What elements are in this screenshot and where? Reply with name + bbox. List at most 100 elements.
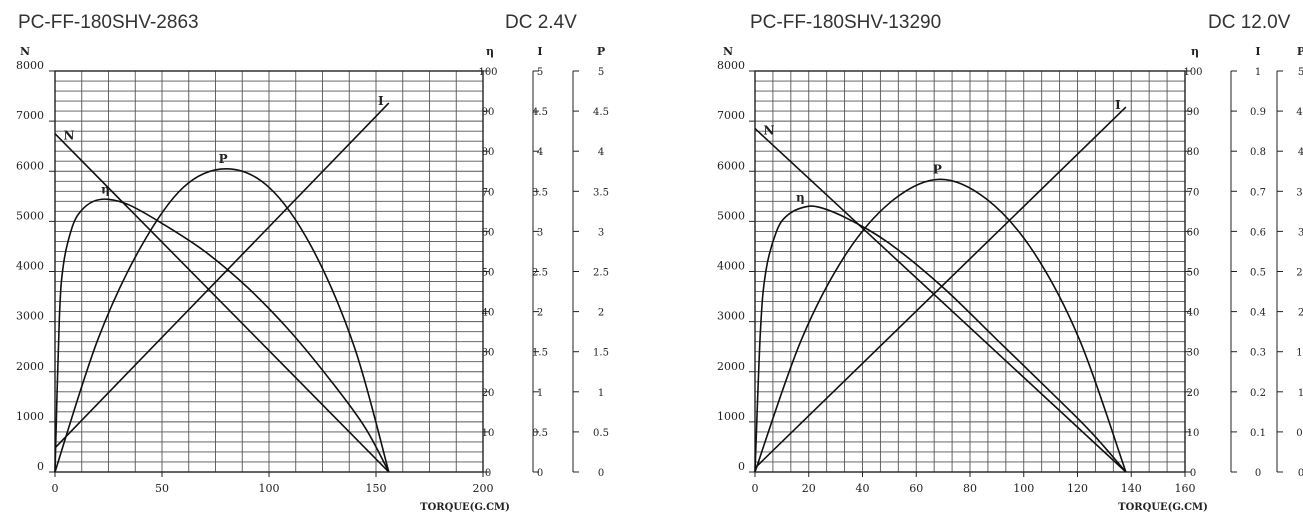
- x-tick-label: 20: [802, 482, 816, 495]
- tick-label-p: 3.5: [593, 187, 609, 198]
- tick-label-p: 2: [1298, 308, 1303, 319]
- voltage-label: DC 12.0V: [1208, 12, 1291, 33]
- tick-label-eta: 70: [1187, 187, 1200, 198]
- chart-panel-right: PC-FF-180SHV-13290 DC 12.0V N 0 1000 2000 30…: [653, 0, 1303, 522]
- axis-title-p: P: [1297, 45, 1303, 58]
- tick-label-i: 0: [537, 468, 543, 479]
- series-curve-i: [54, 102, 390, 449]
- x-tick-label: 40: [856, 482, 870, 495]
- series-label-eta: η: [101, 182, 110, 196]
- n-tick-label: 3000: [16, 310, 44, 323]
- tick-label-eta: 100: [478, 67, 497, 78]
- tick-label-i: 1: [1255, 67, 1261, 78]
- series-curve-eta: [54, 198, 390, 473]
- grid: [54, 70, 484, 473]
- tick-label-i: 0.2: [1250, 388, 1266, 399]
- tick-label-i: 5: [537, 67, 543, 78]
- tick-label-eta: 40: [1187, 308, 1200, 319]
- tick-label-p: 0: [598, 468, 604, 479]
- tick-label-eta: 30: [1187, 348, 1200, 359]
- n-tick-label: 0: [738, 460, 745, 473]
- tick-label-p: 2.: [1296, 268, 1303, 279]
- series-curve-n: [754, 128, 1127, 473]
- tick-label-eta: 50: [482, 268, 495, 279]
- tick-label-i: 0.1: [1250, 428, 1266, 439]
- tick-label-eta: 90: [1187, 107, 1200, 118]
- x-tick-label: 50: [155, 482, 169, 495]
- n-tick-label: 4000: [717, 260, 745, 273]
- tick-label-p: 3.: [1296, 187, 1303, 198]
- tick-label-i: 4.5: [532, 107, 548, 118]
- tick-label-i: 0.3: [1250, 348, 1266, 359]
- axis-title-i: I: [1255, 45, 1260, 58]
- tick-label-p: 0: [1298, 468, 1303, 479]
- x-axis-title: TORQUE(G.CM): [420, 502, 510, 513]
- tick-label-i: 0: [1255, 468, 1261, 479]
- n-tick-label: 2000: [16, 360, 44, 373]
- tick-label-i: 1.5: [532, 348, 548, 359]
- tick-label-p: 1.: [1296, 348, 1303, 359]
- series-label-n: N: [764, 124, 775, 138]
- axis-title-eta: η: [1191, 45, 1199, 58]
- tick-label-eta: 90: [482, 107, 495, 118]
- series-curve-i: [754, 106, 1127, 469]
- tick-label-eta: 10: [1187, 428, 1200, 439]
- tick-label-eta: 60: [1187, 227, 1200, 238]
- n-tick-label: 2000: [717, 360, 745, 373]
- tick-label-i: 4: [537, 147, 543, 158]
- grid: [754, 70, 1186, 473]
- tick-label-eta: 100: [1183, 67, 1202, 78]
- series-label-eta: η: [796, 190, 805, 204]
- x-tick-label: 140: [1121, 482, 1142, 495]
- tick-label-p: 2: [598, 308, 604, 319]
- tick-label-i: 3.5: [532, 187, 548, 198]
- tick-label-p: 0.: [1296, 428, 1303, 439]
- series-label-i: I: [378, 94, 384, 108]
- tick-label-i: 0.7: [1250, 187, 1266, 198]
- voltage-label: DC 2.4V: [505, 12, 577, 33]
- tick-label-p: 1.5: [593, 348, 609, 359]
- x-tick-label: 80: [963, 482, 977, 495]
- series-curve-p: [54, 167, 390, 473]
- axis-title-n: N: [723, 45, 733, 58]
- tick-label-i: 0.4: [1250, 308, 1266, 319]
- tick-label-i: 0.8: [1250, 147, 1266, 158]
- x-tick-label: 0: [52, 482, 59, 495]
- tick-label-p: 2.5: [593, 268, 609, 279]
- tick-label-eta: 20: [1187, 388, 1200, 399]
- n-tick-label: 4000: [16, 260, 44, 273]
- tick-label-eta: 10: [482, 428, 495, 439]
- series-label-i: I: [1115, 98, 1121, 112]
- tick-label-i: 3: [537, 227, 543, 238]
- x-tick-label: 150: [366, 482, 387, 495]
- x-tick-label: 200: [473, 482, 494, 495]
- tick-label-eta: 80: [482, 147, 495, 158]
- n-tick-label: 6000: [717, 159, 745, 172]
- tick-label-eta: 0: [485, 468, 491, 479]
- tick-label-eta: 70: [482, 187, 495, 198]
- tick-label-p: 4: [1298, 147, 1303, 158]
- tick-label-eta: 30: [482, 348, 495, 359]
- n-tick-label: 5000: [717, 209, 745, 222]
- tick-label-p: 5: [598, 67, 604, 78]
- n-tick-label: 0: [37, 460, 44, 473]
- axis-title-p: P: [597, 45, 605, 58]
- tick-label-i: 2: [537, 308, 543, 319]
- axis-title-n: N: [20, 45, 30, 58]
- x-tick-label: 160: [1175, 482, 1196, 495]
- series-curve-n: [54, 133, 390, 473]
- chart-panel-left: PC-FF-180SHV-2863 DC 2.4V N 0 1000 2000 3000…: [0, 0, 650, 522]
- chart-title: PC-FF-180SHV-2863: [18, 12, 199, 33]
- x-axis-title: TORQUE(G.CM): [1118, 502, 1208, 513]
- series-curve-eta: [754, 205, 1127, 473]
- tick-label-eta: 20: [482, 388, 495, 399]
- n-tick-label: 8000: [717, 59, 745, 72]
- tick-label-p: 4.5: [593, 107, 609, 118]
- tick-label-i: 0.5: [532, 428, 548, 439]
- tick-label-i: 0.5: [1250, 268, 1266, 279]
- x-tick-label: 120: [1067, 482, 1088, 495]
- x-tick-label: 60: [909, 482, 923, 495]
- tick-label-p: 1: [598, 388, 604, 399]
